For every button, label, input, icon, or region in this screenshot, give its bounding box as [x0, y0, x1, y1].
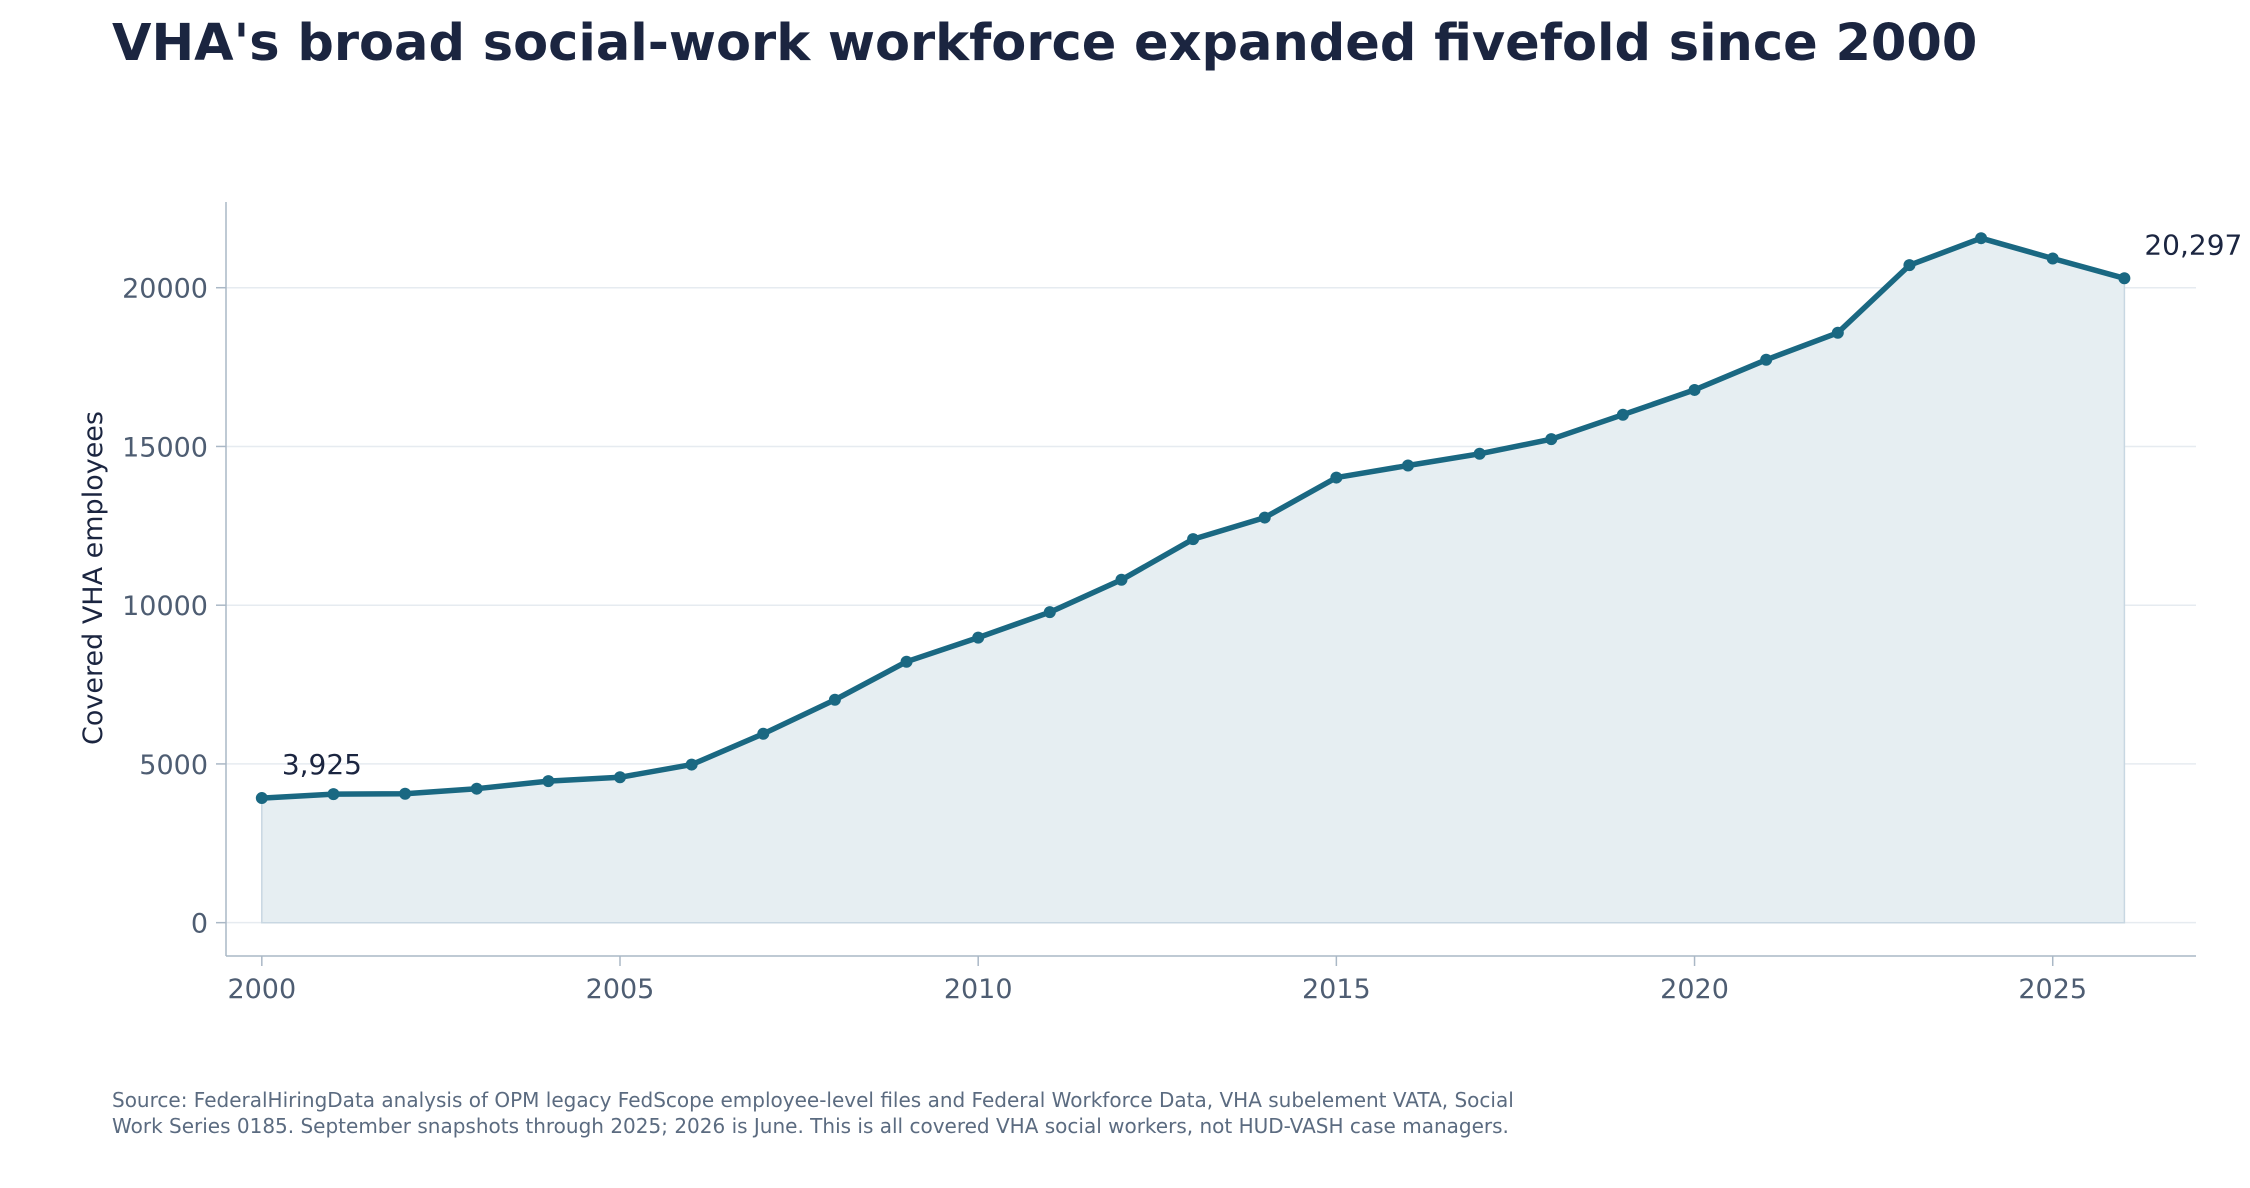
data-points — [255, 232, 2131, 805]
data-point-2000 — [255, 792, 268, 805]
data-point-2019 — [1616, 408, 1629, 421]
data-point-2022 — [1831, 326, 1844, 339]
annotations: 3,925 20,297 — [282, 228, 2243, 781]
x-tick-label-5: 2025 — [2018, 974, 2087, 1005]
data-point-2010 — [972, 631, 985, 644]
x-tick-label-0: 2000 — [227, 974, 296, 1005]
x-tick-label-2: 2010 — [944, 974, 1013, 1005]
data-point-2024 — [1975, 232, 1988, 245]
data-point-2017 — [1473, 447, 1486, 460]
data-point-2026 — [2118, 272, 2131, 285]
x-tick-label-3: 2015 — [1302, 974, 1371, 1005]
area-fill — [261, 237, 2126, 924]
x-tick-label-1: 2005 — [586, 974, 655, 1005]
data-point-2016 — [1402, 459, 1414, 472]
chart-title: VHA's broad social-work workforce expand… — [112, 14, 1978, 73]
data-point-2008 — [828, 693, 841, 706]
data-point-2004 — [542, 775, 555, 788]
data-point-2025 — [2046, 252, 2059, 265]
data-point-2005 — [614, 771, 626, 784]
x-ticks: 2000 2005 2010 2015 2020 2025 — [227, 956, 2087, 1005]
data-point-2014 — [1258, 511, 1271, 524]
annotation-label-0: 3,925 — [282, 748, 362, 781]
data-point-2002 — [399, 787, 412, 800]
axes — [225, 202, 2196, 957]
data-point-2009 — [900, 655, 913, 668]
data-point-2003 — [470, 782, 483, 795]
source-note: Source: FederalHiringData analysis of OP… — [112, 1088, 1514, 1138]
x-tick-label-4: 2020 — [1660, 974, 1729, 1005]
data-point-2013 — [1187, 533, 1200, 546]
y-tick-label-1: 5000 — [139, 750, 208, 781]
data-point-2015 — [1330, 471, 1343, 484]
data-point-2012 — [1115, 573, 1128, 586]
data-point-2023 — [1903, 259, 1916, 272]
y-tick-label-4: 20000 — [122, 274, 208, 305]
data-point-2006 — [685, 758, 698, 771]
data-point-2007 — [757, 727, 770, 740]
data-point-2001 — [327, 788, 340, 801]
data-point-2021 — [1760, 353, 1773, 366]
annotation-label-1: 20,297 — [2144, 228, 2242, 261]
data-point-2020 — [1688, 383, 1701, 396]
data-point-2018 — [1545, 433, 1558, 446]
data-point-2011 — [1043, 606, 1056, 619]
y-ticks: 0 5000 10000 15000 20000 — [122, 274, 226, 940]
y-axis-title: Covered VHA employees — [78, 411, 109, 745]
y-tick-label-3: 15000 — [122, 432, 208, 463]
y-tick-label-0: 0 — [191, 909, 208, 940]
y-tick-label-2: 10000 — [122, 591, 208, 622]
